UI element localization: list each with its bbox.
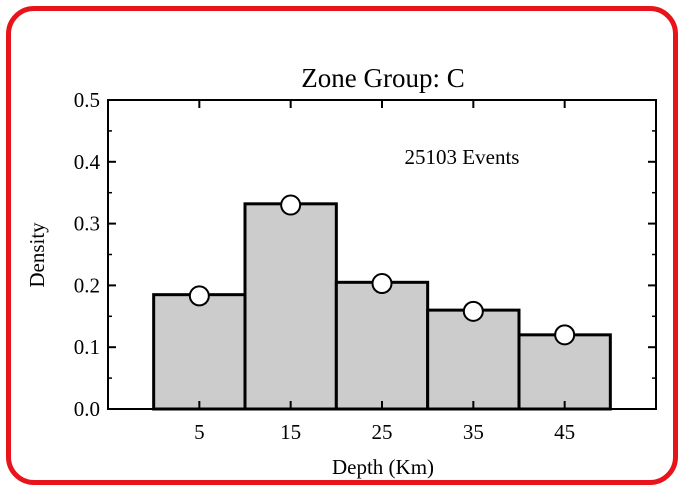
y-axis-label: Density xyxy=(25,222,49,288)
x-tick-label: 5 xyxy=(194,420,205,444)
data-point xyxy=(188,285,210,307)
data-point xyxy=(462,300,484,322)
histogram-bar xyxy=(517,333,612,411)
chart-title: Zone Group: C xyxy=(301,63,464,93)
data-point xyxy=(280,194,302,216)
x-tick-label: 35 xyxy=(463,420,484,444)
histogram-bar xyxy=(426,308,521,411)
x-tick-label: 15 xyxy=(280,420,301,444)
y-tick-label: 0.1 xyxy=(74,335,100,359)
histogram-bar xyxy=(243,202,338,411)
data-point xyxy=(554,324,576,346)
histogram-bar xyxy=(152,293,247,411)
x-tick-label: 25 xyxy=(372,420,393,444)
y-tick-label: 0.3 xyxy=(74,212,100,236)
x-tick-label: 45 xyxy=(554,420,575,444)
y-tick-label: 0.4 xyxy=(74,150,101,174)
y-tick-label: 0.2 xyxy=(74,273,100,297)
events-annotation: 25103 Events xyxy=(405,145,520,169)
y-tick-label: 0.5 xyxy=(74,88,100,112)
y-tick-label: 0.0 xyxy=(74,397,100,421)
x-axis-label: Depth (Km) xyxy=(332,455,434,479)
data-point xyxy=(371,273,393,295)
histogram-bar xyxy=(334,280,430,411)
